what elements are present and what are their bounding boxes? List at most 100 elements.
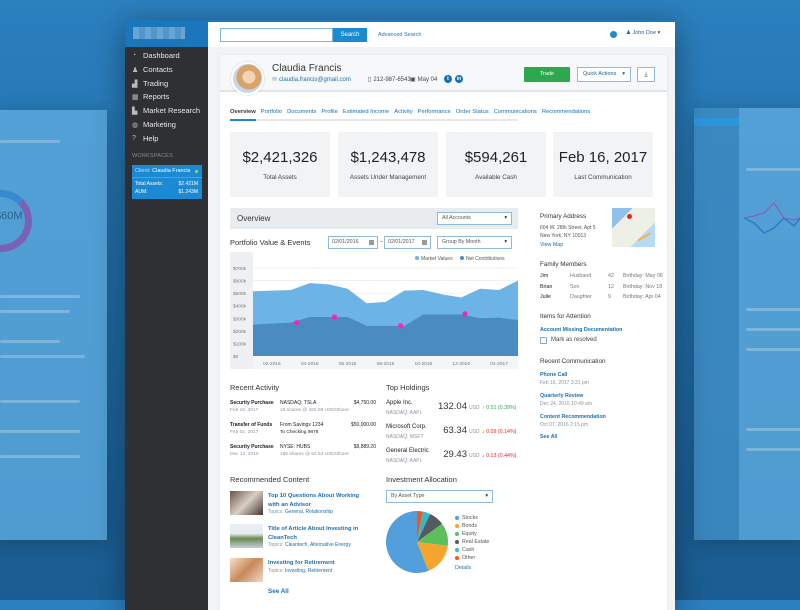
overview-bar: Overview All Accounts xyxy=(230,208,518,229)
advanced-search-link[interactable]: Advanced Search xyxy=(378,32,422,38)
pie-slice-bonds[interactable] xyxy=(417,542,448,571)
communication-item-link[interactable]: Quarterly Review xyxy=(540,393,584,399)
download-button[interactable]: ⤓ xyxy=(637,67,655,82)
activity-desc: NYSE: HUBS xyxy=(280,444,311,450)
communication-see-all[interactable]: See All xyxy=(540,434,558,440)
attention-item-link[interactable]: Account Missing Documentation xyxy=(540,327,623,333)
help-icon: ? xyxy=(132,135,136,142)
event-marker[interactable] xyxy=(462,311,468,317)
activity-row[interactable]: Security Purchase Dec 14, 2016 NYSE: HUBS 1… xyxy=(230,444,376,462)
event-marker[interactable] xyxy=(398,323,404,329)
sidebar-item-reports[interactable]: ▦ Reports xyxy=(132,92,169,101)
sidebar-item-market-research[interactable]: ▙ Market Research xyxy=(132,106,200,115)
date-to-input[interactable]: 02/01/2017 xyxy=(384,236,431,249)
holding-row[interactable]: Microsoft Corp. NASDAQ: MSFT 63.34 USD ↓ 0.0… xyxy=(386,424,526,444)
pie-slice-equity[interactable] xyxy=(417,523,448,546)
holding-currency: USD xyxy=(469,429,480,435)
calendar-icon xyxy=(422,240,427,245)
tab-portfolio[interactable]: Portfolio xyxy=(260,109,283,115)
article-thumbnail[interactable] xyxy=(230,524,263,548)
logo xyxy=(125,20,208,47)
activity-date: Feb 10, 2017 xyxy=(230,408,259,413)
event-marker[interactable] xyxy=(331,314,337,320)
stat-label: Last Communication xyxy=(574,174,632,181)
trade-button[interactable]: Trade xyxy=(524,67,570,82)
birthday-date: May 04 xyxy=(417,76,438,83)
tab-profile[interactable]: Profile xyxy=(321,109,338,115)
pie-slice-stocks[interactable] xyxy=(386,511,429,573)
globe-icon: ◍ xyxy=(132,121,139,129)
resolved-label: Mark as resolved xyxy=(551,337,597,343)
x-tick-label: 10-2016 xyxy=(415,361,433,367)
tab-communications[interactable]: Communications xyxy=(493,109,537,115)
twitter-icon[interactable]: t xyxy=(444,75,452,83)
email: claudia.francis@gmail.com xyxy=(279,76,351,83)
tab-activity[interactable]: Activity xyxy=(394,109,413,115)
activity-row[interactable]: Transfer of Funds Feb 02, 2017 From Saving… xyxy=(230,422,376,440)
sidebar-item-contacts[interactable]: ♟ Contacts xyxy=(132,65,173,74)
article-thumbnail[interactable] xyxy=(230,491,263,515)
activity-desc: From Savings 1234 xyxy=(280,422,324,428)
linkedin-icon[interactable]: in xyxy=(455,75,463,83)
pie-slice-real-estate[interactable] xyxy=(417,513,443,542)
legend-label: Cash xyxy=(462,547,475,553)
holding-currency: USD xyxy=(469,453,480,459)
search-input[interactable] xyxy=(220,28,333,42)
communication-item-link[interactable]: Phone Call xyxy=(540,372,568,378)
tab-performance[interactable]: Performance xyxy=(417,109,451,115)
tab-overview[interactable]: Overview xyxy=(230,109,256,115)
topics-links[interactable]: Cleantech, Alternative Energy xyxy=(284,542,351,548)
tab-estimated-income[interactable]: Estimated Income xyxy=(342,109,390,115)
sidebar-item-marketing[interactable]: ◍ Marketing xyxy=(132,120,176,129)
stat-total-assets: $2,421,326 Total Assets xyxy=(230,132,330,197)
topics-links[interactable]: General, Relationship xyxy=(284,509,334,515)
activity-type: Transfer of Funds xyxy=(230,422,273,428)
pie-slice-other[interactable] xyxy=(417,511,423,542)
area-net-contributions xyxy=(253,314,518,356)
stat-label: Total Assets xyxy=(263,174,297,181)
event-marker[interactable] xyxy=(293,320,300,326)
holding-row[interactable]: General Electric NASDAQ: AAPL 29.43 USD ↓ 0.… xyxy=(386,448,526,468)
tab-documents[interactable]: Documents xyxy=(287,109,317,115)
search-button[interactable]: Search xyxy=(333,28,367,42)
x-tick-label: 02-2017 xyxy=(490,361,508,367)
asset-type-select[interactable]: By Asset Type xyxy=(386,490,493,503)
sidebar-item-trading[interactable]: ▟ Trading xyxy=(132,79,168,88)
activity-type: Security Purchase xyxy=(230,400,274,406)
legend-swatch xyxy=(455,524,459,528)
topics-label: Topics: xyxy=(268,568,284,574)
tab-order-status[interactable]: Order Status xyxy=(455,109,489,115)
allocation-details-link[interactable]: Details xyxy=(455,565,472,571)
article-thumbnail[interactable] xyxy=(230,558,263,582)
settings-icon[interactable] xyxy=(610,31,617,38)
holding-row[interactable]: Apple Inc. NASDAQ: AAPL 132.04 USD ↑ 0.51 (0… xyxy=(386,400,526,420)
recommended-see-all[interactable]: See All xyxy=(268,588,289,595)
user-menu[interactable]: ♟ John Doe ▾ xyxy=(626,30,661,36)
article-title-link[interactable]: Top 10 Questions About Working with an A… xyxy=(268,493,360,508)
resolved-checkbox[interactable] xyxy=(540,337,547,344)
pie-slice-cash[interactable] xyxy=(417,511,431,542)
group-by-select[interactable]: Group By Month xyxy=(437,236,512,249)
topics-links[interactable]: Investing, Retirement xyxy=(284,568,333,574)
sidebar-item-help[interactable]: ? Help xyxy=(132,134,158,143)
quick-actions-dropdown[interactable]: Quick Actions ▾ xyxy=(577,67,631,82)
map-thumbnail[interactable] xyxy=(612,208,655,247)
client-workspace[interactable]: Client: Claudia Francis Total Assets: $2.… xyxy=(132,165,202,199)
background-line-chart xyxy=(744,202,800,234)
communication-item-link[interactable]: Content Recommendation xyxy=(540,414,606,420)
family-relation: Husband xyxy=(570,273,592,279)
view-map-link[interactable]: View Map xyxy=(540,242,564,248)
email-link[interactable]: ✉ claudia.francis@gmail.com xyxy=(272,76,351,84)
family-row: Julie Daughter 9 Birthday: Apr 04 xyxy=(540,294,661,303)
map-pin-icon xyxy=(627,214,632,219)
activity-row[interactable]: Security Purchase Feb 10, 2017 NASDAQ: TSL… xyxy=(230,400,376,418)
article-title-link[interactable]: Title of Article About Investing in Clea… xyxy=(268,526,359,541)
legend-swatch xyxy=(460,256,464,260)
sidebar-item-dashboard[interactable]: ◔ Dashboard xyxy=(132,51,180,60)
accounts-select[interactable]: All Accounts xyxy=(437,212,512,225)
legend-swatch xyxy=(455,548,459,552)
tab-recommendations[interactable]: Recommendations xyxy=(541,109,591,115)
article-title-link[interactable]: Investing for Retirement xyxy=(268,560,335,566)
legend-label: Other xyxy=(462,555,476,561)
date-from-input[interactable]: 02/01/2016 xyxy=(328,236,378,249)
